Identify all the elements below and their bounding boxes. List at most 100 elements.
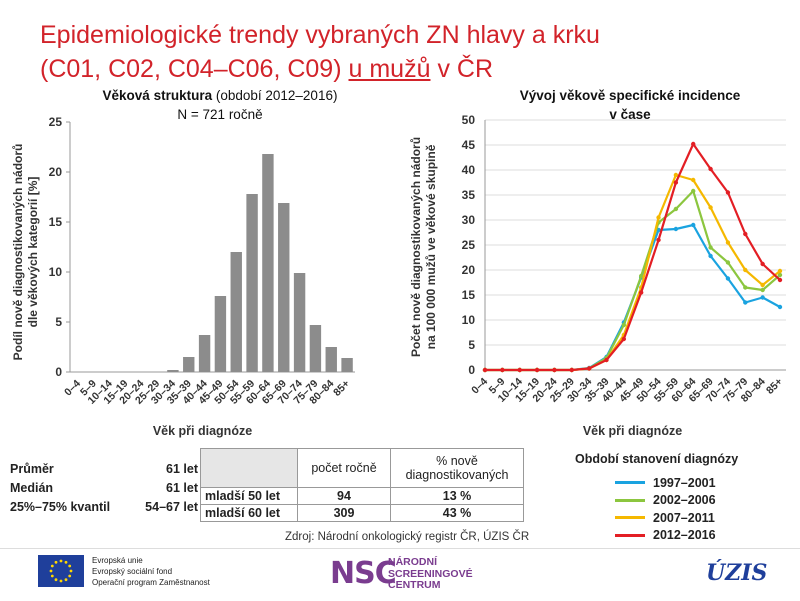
legend-label: 2007–2011 bbox=[653, 510, 715, 525]
line-y-tick-label: 45 bbox=[462, 138, 476, 152]
bar-y-tick-label: 20 bbox=[49, 165, 63, 179]
stat-row: Medián 61 let bbox=[10, 481, 198, 500]
table-row-count: 94 bbox=[297, 487, 391, 505]
stat-label: Průměr bbox=[10, 462, 54, 476]
series-point bbox=[777, 268, 783, 274]
line-y-axis-title-line1: Počet nově diagnostikovaných nádorů bbox=[409, 137, 423, 357]
bar-x-axis-title: Věk při diagnóze bbox=[153, 424, 252, 438]
series-point bbox=[673, 206, 679, 212]
line-y-tick-label: 15 bbox=[462, 288, 476, 302]
footer-bar bbox=[0, 548, 800, 601]
series-point bbox=[604, 357, 609, 363]
legend-label: 1997–2001 bbox=[653, 475, 716, 490]
bar bbox=[167, 370, 179, 372]
series-point bbox=[500, 367, 505, 373]
legend-item: 2002–2006 bbox=[615, 492, 738, 510]
series-point bbox=[760, 282, 765, 288]
eu-line: Operační program Zaměstnanost bbox=[92, 578, 210, 587]
series-point bbox=[586, 366, 592, 371]
right-chart-title-line1: Vývoj věkově specifické incidence bbox=[519, 88, 741, 103]
series-point bbox=[725, 276, 731, 281]
bar bbox=[325, 347, 337, 372]
bar bbox=[198, 335, 211, 372]
series-point bbox=[743, 300, 748, 305]
uzis-logo: ÚZIS bbox=[706, 560, 768, 586]
line-chart-legend: Období stanovení diagnózy 1997–2001 2002… bbox=[575, 452, 738, 544]
eu-line: Evropská unie bbox=[92, 556, 143, 565]
line-x-axis-title: Věk při diagnóze bbox=[583, 424, 682, 438]
series-point bbox=[708, 205, 713, 210]
bar-y-tick-label: 10 bbox=[49, 265, 63, 279]
table-corner bbox=[200, 448, 298, 488]
table-row-label: mladší 50 let bbox=[200, 487, 298, 505]
series-point bbox=[552, 367, 557, 373]
bar-y-tick-label: 0 bbox=[55, 365, 62, 379]
table-row-count: 309 bbox=[297, 504, 391, 522]
series-point bbox=[708, 166, 713, 172]
series-point bbox=[725, 190, 731, 195]
series-point bbox=[760, 261, 765, 267]
bar bbox=[293, 273, 306, 372]
bar bbox=[341, 358, 353, 372]
series-point bbox=[673, 172, 679, 178]
line-y-tick-label: 40 bbox=[462, 163, 476, 177]
left-subtitle-bold: Věková struktura bbox=[102, 88, 213, 103]
line-y-tick-label: 30 bbox=[462, 213, 476, 227]
series-point bbox=[517, 367, 522, 373]
bar bbox=[214, 296, 227, 372]
stat-value: 54–67 let bbox=[145, 500, 198, 514]
series-point bbox=[656, 215, 661, 220]
line-y-tick-label: 5 bbox=[468, 338, 475, 352]
left-subtitle-rest: (období 2012–2016) bbox=[212, 88, 338, 103]
nsc-line: SCREENINGOVÉ bbox=[388, 567, 473, 580]
bar bbox=[230, 252, 242, 372]
bar-y-tick-label: 5 bbox=[55, 315, 62, 329]
nsc-logo: NSC bbox=[330, 556, 397, 591]
line-y-axis-title-line2: na 100 000 mužů ve věkové skupině bbox=[424, 144, 438, 349]
page-title: Epidemiologické trendy vybraných ZN hlav… bbox=[40, 18, 780, 86]
nsc-line: NÁRODNÍ bbox=[388, 556, 437, 568]
bar bbox=[309, 325, 322, 372]
nsc-text: NÁRODNÍ SCREENINGOVÉ CENTRUM bbox=[388, 556, 473, 592]
series-point bbox=[725, 240, 731, 245]
nsc-line: CENTRUM bbox=[388, 579, 441, 591]
stat-value: 61 let bbox=[166, 462, 198, 476]
eu-text: Evropská unie Evropský sociální fond Ope… bbox=[92, 555, 210, 588]
series-point bbox=[777, 272, 783, 278]
table-row: mladší 60 let 309 43 % bbox=[200, 504, 524, 522]
line-y-tick-label: 25 bbox=[462, 238, 476, 252]
bar-y-tick-label: 15 bbox=[49, 215, 63, 229]
left-chart-subtitle: Věková struktura (období 2012–2016) bbox=[40, 88, 400, 103]
source-note: Zdroj: Národní onkologický registr ČR, Ú… bbox=[285, 531, 530, 543]
series-point bbox=[691, 188, 696, 194]
legend-label: 2002–2006 bbox=[653, 493, 716, 508]
series-point bbox=[708, 245, 713, 250]
title-underlined: u mužů bbox=[348, 55, 431, 83]
table-row-pct: 13 % bbox=[390, 487, 524, 505]
series-point bbox=[638, 290, 644, 295]
bar-y-tick-label: 25 bbox=[49, 115, 63, 129]
bar bbox=[262, 154, 274, 372]
line-y-tick-label: 20 bbox=[462, 263, 476, 277]
series-point bbox=[673, 180, 679, 185]
eu-flag-icon bbox=[38, 555, 84, 587]
series-point bbox=[760, 287, 765, 293]
series-point bbox=[691, 141, 696, 147]
series-point bbox=[743, 231, 748, 237]
legend-swatch bbox=[615, 498, 645, 502]
bar-y-axis-title-line2: dle věkových kategorií [%] bbox=[26, 177, 40, 328]
charts-canvas: 05101520250–45–910–1415–1920–2425–2930–3… bbox=[11, 113, 786, 438]
legend-item: 2012–2016 bbox=[615, 527, 738, 545]
bar bbox=[183, 357, 195, 372]
stat-value: 61 let bbox=[166, 481, 198, 495]
title-part2: (C01, C02, C04–C06, C09) bbox=[40, 55, 342, 83]
bar-x-tick-label: 85+ bbox=[331, 378, 352, 399]
table-row: mladší 50 let 94 13 % bbox=[200, 487, 524, 505]
series-point bbox=[691, 222, 696, 228]
series-point bbox=[760, 295, 765, 300]
series-point bbox=[638, 273, 644, 279]
legend-title: Období stanovení diagnózy bbox=[575, 452, 739, 466]
line-y-tick-label: 35 bbox=[462, 188, 476, 202]
stat-label: Medián bbox=[10, 481, 54, 495]
series-point bbox=[708, 253, 713, 259]
